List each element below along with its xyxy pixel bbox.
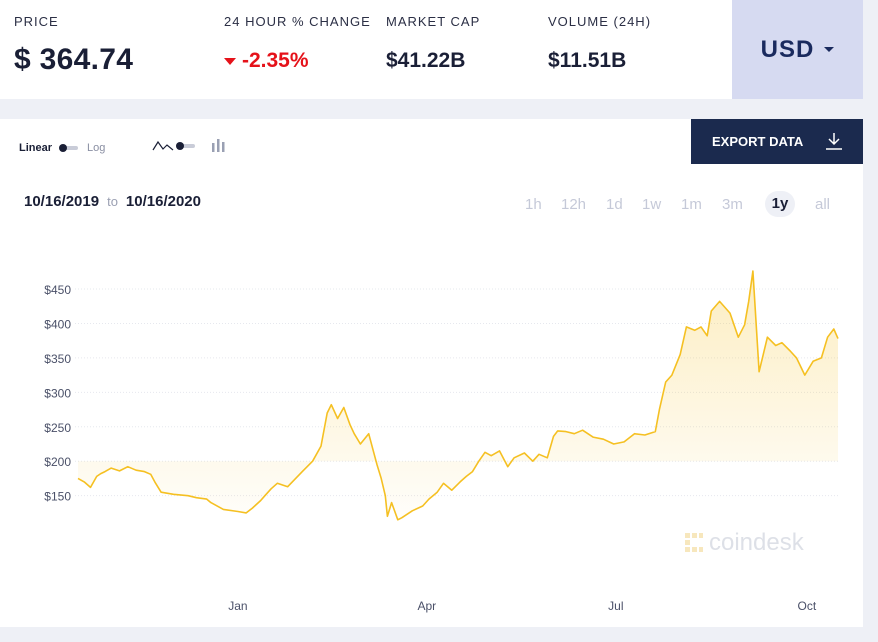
toggle-knob (59, 144, 68, 152)
export-data-label: EXPORT DATA (712, 134, 804, 149)
watermark-text: coindesk (709, 529, 804, 556)
date-to[interactable]: 10/16/2020 (125, 193, 201, 210)
chart-type-toggle[interactable] (176, 142, 195, 150)
market-cap-stat: MARKET CAP $41.22B (386, 14, 480, 73)
scale-switch: Linear Log (19, 142, 105, 154)
change-stat: 24 HOUR % CHANGE -2.35% (224, 14, 371, 73)
range-1m[interactable]: 1m (681, 196, 702, 213)
volume-value: $11.51B (548, 49, 627, 72)
y-tick-label: $250 (44, 421, 71, 435)
market-cap-value: $41.22B (386, 49, 466, 72)
line-chart-icon[interactable] (152, 139, 174, 153)
price-area (78, 271, 838, 520)
price-value: $ 364.74 (14, 43, 134, 76)
volume-label: VOLUME (24H) (548, 14, 652, 29)
down-triangle-icon (224, 57, 236, 65)
y-tick-label: $450 (44, 283, 71, 297)
range-1h[interactable]: 1h (525, 196, 542, 213)
range-12h[interactable]: 12h (561, 196, 587, 213)
price-label: PRICE (14, 14, 59, 29)
x-tick-label: Oct (798, 599, 817, 613)
range-1d[interactable]: 1d (606, 196, 623, 213)
candlestick-icon[interactable] (211, 138, 225, 154)
stats-bar: PRICE $ 364.74 24 HOUR % CHANGE -2.35% M… (0, 0, 863, 99)
market-cap-label: MARKET CAP (386, 14, 481, 29)
price-stat: PRICE $ 364.74 (14, 14, 133, 77)
chart-type-switch (152, 139, 232, 155)
range-all[interactable]: all (815, 196, 831, 213)
y-tick-label: $400 (44, 317, 71, 331)
change-value-row: -2.35% (224, 49, 371, 73)
toggle-track (60, 146, 79, 150)
change-label: 24 HOUR % CHANGE (224, 14, 371, 29)
range-3m[interactable]: 3m (722, 196, 743, 213)
x-tick-label: Jul (608, 599, 623, 613)
x-tick-label: Apr (418, 599, 437, 613)
toggle-knob (176, 142, 184, 150)
scale-log-label: Log (87, 142, 106, 154)
y-tick-label: $150 (44, 490, 71, 504)
currency-label: USD (760, 35, 815, 63)
change-value: -2.35% (242, 49, 309, 72)
range-1w[interactable]: 1w (642, 196, 662, 213)
scale-toggle[interactable] (59, 144, 79, 152)
chevron-down-icon (824, 47, 835, 52)
currency-dropdown[interactable]: USD (732, 0, 863, 99)
x-tick-label: Jan (228, 599, 247, 613)
coindesk-logo-icon (685, 533, 703, 552)
date-to-word: to (107, 194, 118, 209)
date-from[interactable]: 10/16/2019 (24, 193, 100, 210)
y-tick-label: $350 (44, 352, 71, 366)
range-1y-active[interactable]: 1y (765, 191, 795, 217)
y-tick-label: $200 (44, 455, 71, 469)
scale-linear-label: Linear (19, 142, 53, 154)
toggle-track (177, 144, 195, 148)
watermark: coindesk (683, 529, 804, 557)
date-range: 10/16/2019 to 10/16/2020 (24, 193, 201, 210)
price-line (77, 270, 839, 521)
export-data-button[interactable]: EXPORT DATA (691, 119, 863, 164)
y-tick-label: $300 (44, 386, 71, 400)
volume-stat: VOLUME (24H) $11.51B (548, 14, 651, 73)
download-icon (826, 133, 842, 150)
